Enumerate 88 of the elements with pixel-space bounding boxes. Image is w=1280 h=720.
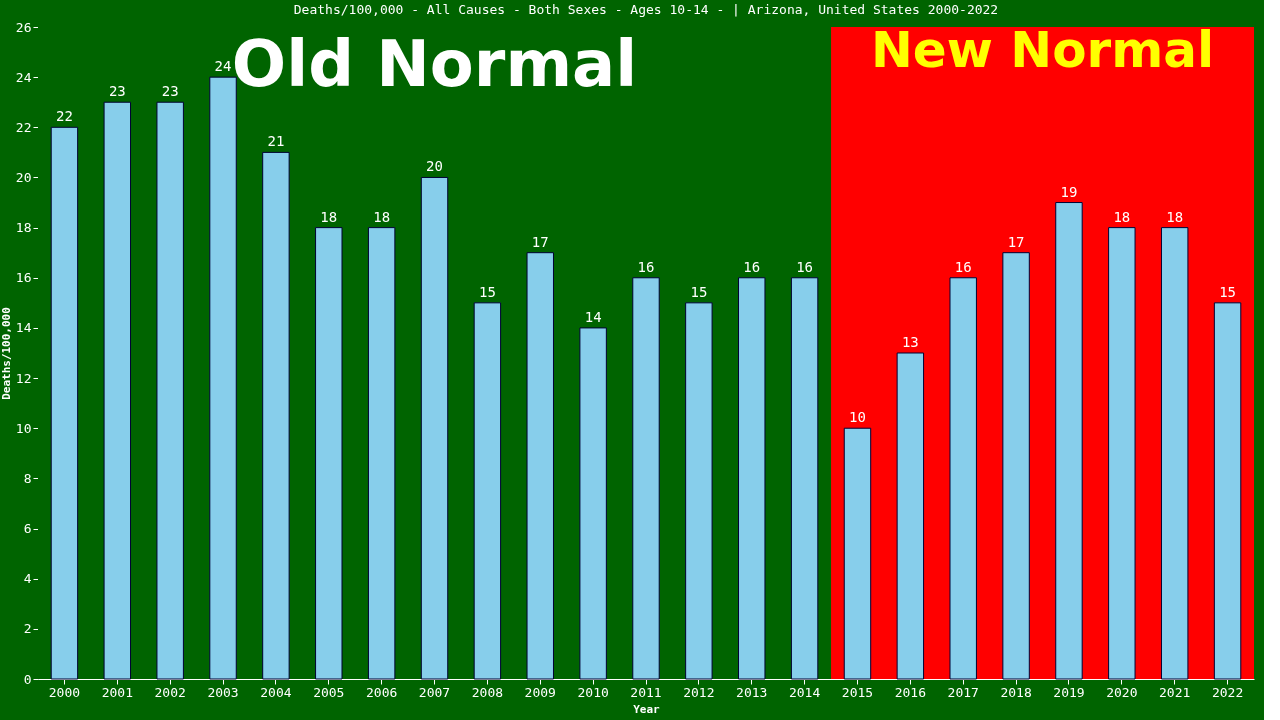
data-label: 18 bbox=[373, 208, 391, 225]
data-label: 14 bbox=[584, 308, 602, 325]
bar bbox=[896, 352, 925, 680]
data-label: 21 bbox=[267, 133, 285, 150]
data-label: 16 bbox=[954, 258, 972, 275]
bar bbox=[209, 76, 237, 680]
y-tick-label: 26 bbox=[15, 19, 32, 35]
y-tick-label: 12 bbox=[15, 370, 32, 386]
data-label: 17 bbox=[531, 233, 549, 250]
bar bbox=[526, 252, 554, 680]
x-tick-label: 2003 bbox=[207, 684, 239, 700]
bar bbox=[1213, 302, 1242, 680]
x-tick-label: 2018 bbox=[1000, 684, 1032, 700]
bar bbox=[156, 101, 184, 680]
data-label: 15 bbox=[1219, 283, 1236, 300]
data-label: 10 bbox=[849, 409, 866, 426]
x-tick-label: 2005 bbox=[313, 684, 345, 700]
data-label: 23 bbox=[161, 83, 179, 100]
x-tick-label: 2019 bbox=[1053, 684, 1085, 700]
data-label: 16 bbox=[637, 258, 655, 275]
data-label: 16 bbox=[743, 258, 761, 275]
x-tick-label: 2011 bbox=[630, 684, 662, 700]
data-label: 13 bbox=[901, 334, 919, 350]
data-label: 24 bbox=[214, 58, 232, 75]
y-tick-label: 2 bbox=[23, 621, 32, 637]
y-tick-label: 0 bbox=[23, 671, 32, 687]
bar bbox=[1108, 227, 1136, 680]
bar bbox=[50, 126, 79, 680]
data-label: 15 bbox=[690, 283, 708, 300]
y-tick-label: 8 bbox=[23, 470, 32, 486]
x-tick-label: 2016 bbox=[894, 684, 926, 700]
bar bbox=[632, 277, 660, 680]
y-tick-label: 4 bbox=[23, 571, 32, 587]
data-label: 19 bbox=[1060, 183, 1078, 200]
data-label: 18 bbox=[1166, 208, 1184, 225]
x-tick-label: 2022 bbox=[1211, 684, 1244, 700]
y-tick-label: 24 bbox=[15, 69, 32, 85]
bar bbox=[685, 302, 713, 680]
y-tick-label: 6 bbox=[23, 521, 32, 537]
bar bbox=[315, 227, 343, 680]
bar bbox=[738, 277, 766, 680]
x-tick-label: 2009 bbox=[524, 684, 556, 700]
x-tick-label: 2004 bbox=[260, 684, 292, 700]
bar bbox=[949, 277, 977, 680]
bar bbox=[103, 101, 132, 680]
bar bbox=[579, 327, 607, 680]
y-tick-label: 16 bbox=[15, 270, 32, 286]
data-label: 23 bbox=[108, 83, 126, 100]
x-tick-label: 2014 bbox=[788, 684, 821, 700]
band-label: Old Normal bbox=[231, 27, 638, 101]
x-tick-label: 2020 bbox=[1106, 684, 1138, 700]
x-tick-label: 2021 bbox=[1159, 684, 1191, 700]
bar bbox=[790, 277, 819, 680]
data-label: 22 bbox=[56, 108, 73, 125]
bar bbox=[1055, 202, 1083, 680]
bar bbox=[473, 302, 502, 680]
x-tick-label: 2012 bbox=[683, 684, 715, 700]
y-tick-label: 20 bbox=[15, 169, 32, 185]
x-axis-title: Year bbox=[633, 702, 661, 716]
data-label: 16 bbox=[796, 258, 814, 275]
data-label: 17 bbox=[1007, 233, 1025, 250]
x-tick-label: 2015 bbox=[841, 684, 874, 700]
x-tick-label: 2001 bbox=[101, 684, 133, 700]
bar bbox=[1002, 252, 1030, 680]
x-tick-label: 2000 bbox=[48, 684, 81, 700]
y-axis-title: Deaths/100,000 bbox=[0, 307, 13, 400]
x-tick-label: 2006 bbox=[366, 684, 398, 700]
x-tick-label: 2008 bbox=[471, 684, 504, 700]
y-tick-label: 14 bbox=[15, 320, 32, 336]
data-label: 15 bbox=[478, 283, 496, 300]
bar bbox=[843, 427, 872, 680]
x-tick-label: 2010 bbox=[577, 684, 609, 700]
y-tick-label: 18 bbox=[15, 220, 32, 236]
y-tick-label: 10 bbox=[15, 420, 32, 436]
x-tick-label: 2002 bbox=[154, 684, 186, 700]
bar bbox=[420, 176, 449, 680]
bar bbox=[262, 151, 290, 680]
bar bbox=[1160, 227, 1189, 680]
band-label: New Normal bbox=[870, 21, 1215, 79]
data-label: 20 bbox=[426, 158, 443, 175]
x-tick-label: 2017 bbox=[947, 684, 979, 700]
data-label: 18 bbox=[320, 208, 338, 225]
x-tick-label: 2007 bbox=[418, 684, 451, 700]
x-tick-label: 2013 bbox=[736, 684, 768, 700]
bar bbox=[367, 227, 396, 680]
data-label: 18 bbox=[1113, 208, 1131, 225]
y-tick-label: 22 bbox=[15, 119, 32, 135]
chart-title: Deaths/100,000 - All Causes - Both Sexes - Ages 10-14 - | Arizona, United States 2000-2022 bbox=[293, 2, 999, 17]
